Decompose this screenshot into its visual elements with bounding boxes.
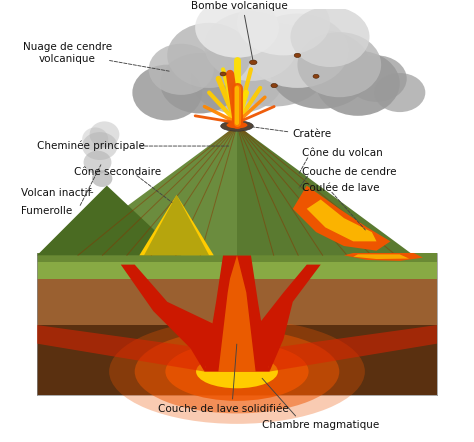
Text: Chambre magmatique: Chambre magmatique [262,420,379,430]
Text: Volcan inactif: Volcan inactif [21,187,91,198]
Polygon shape [37,278,237,395]
Polygon shape [237,260,437,278]
Ellipse shape [227,122,247,128]
Text: Cône du volcan: Cône du volcan [302,148,383,158]
Polygon shape [37,278,237,325]
Polygon shape [219,255,255,372]
Polygon shape [237,125,414,255]
Polygon shape [37,260,237,278]
Ellipse shape [249,60,257,65]
Polygon shape [293,186,391,251]
Ellipse shape [221,121,253,131]
Ellipse shape [220,72,226,76]
Polygon shape [37,186,181,255]
Ellipse shape [92,170,112,187]
Ellipse shape [82,132,118,160]
Polygon shape [37,253,237,262]
Ellipse shape [83,151,111,174]
Ellipse shape [346,55,407,102]
Ellipse shape [204,11,298,81]
Polygon shape [204,255,270,372]
Ellipse shape [316,51,400,116]
Ellipse shape [270,30,372,109]
Polygon shape [60,125,237,255]
Text: Couche de lave solidifiée: Couche de lave solidifiée [158,404,288,414]
Ellipse shape [195,0,279,58]
Polygon shape [258,265,321,372]
Ellipse shape [149,44,214,95]
Polygon shape [37,325,437,372]
Text: Coulée de lave: Coulée de lave [302,183,380,193]
Ellipse shape [135,330,339,413]
Ellipse shape [246,14,348,88]
Text: Fumerolle: Fumerolle [21,206,72,216]
Text: Cheminée principale: Cheminée principale [37,141,145,151]
Ellipse shape [160,53,239,114]
Ellipse shape [374,73,425,112]
Text: Cône secondaire: Cône secondaire [74,167,161,177]
Polygon shape [237,278,437,395]
Ellipse shape [165,342,309,401]
Polygon shape [353,255,409,259]
Ellipse shape [313,74,319,78]
Polygon shape [237,278,437,325]
Polygon shape [237,253,437,262]
Polygon shape [307,199,376,241]
Polygon shape [344,253,423,261]
Text: Couche de cendre: Couche de cendre [302,167,397,177]
Ellipse shape [90,122,119,148]
Polygon shape [139,195,214,255]
Ellipse shape [167,23,251,88]
Text: Nuage de cendre
volcanique: Nuage de cendre volcanique [23,42,112,64]
Ellipse shape [219,23,330,107]
Ellipse shape [237,0,330,55]
Ellipse shape [132,65,202,121]
Polygon shape [121,265,216,372]
Text: Cratère: Cratère [293,130,332,139]
Polygon shape [144,195,209,255]
Ellipse shape [298,32,381,97]
Ellipse shape [82,127,108,151]
Text: Bombe volcanique: Bombe volcanique [191,1,288,11]
Ellipse shape [271,84,277,88]
Ellipse shape [291,7,370,67]
Ellipse shape [191,44,283,114]
Ellipse shape [196,355,278,388]
Ellipse shape [109,319,365,424]
Ellipse shape [294,53,301,57]
